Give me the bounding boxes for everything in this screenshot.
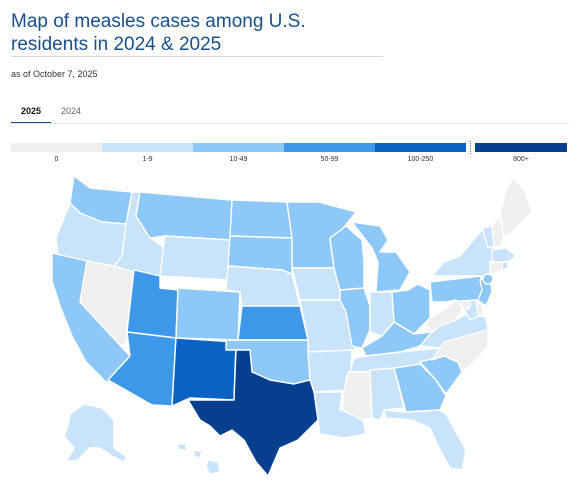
year-tabs: 2025 2024 — [11, 104, 569, 124]
state-wv[interactable] — [425, 299, 465, 333]
state-hi-2[interactable] — [193, 449, 203, 459]
state-la[interactable] — [313, 391, 367, 439]
state-pa[interactable] — [429, 275, 485, 303]
state-ri[interactable] — [501, 261, 509, 271]
state-co[interactable] — [175, 287, 241, 341]
state-hi-1[interactable] — [177, 443, 187, 451]
state-ar[interactable] — [307, 349, 353, 393]
state-nd[interactable] — [229, 199, 293, 239]
state-mt[interactable] — [135, 191, 233, 241]
tabs-divider — [11, 123, 569, 124]
state-ak[interactable] — [63, 403, 127, 463]
dc-marker[interactable] — [460, 299, 472, 311]
state-wi[interactable] — [329, 225, 365, 291]
state-ma[interactable] — [491, 247, 517, 263]
state-wy[interactable] — [159, 235, 231, 281]
state-ut[interactable] — [126, 269, 179, 339]
tab-2024[interactable]: 2024 — [60, 106, 82, 116]
as-of-date: as of October 7, 2025 — [11, 69, 98, 79]
state-ks[interactable] — [237, 305, 309, 341]
state-ct[interactable] — [489, 261, 503, 275]
title-divider — [11, 56, 383, 57]
state-mi[interactable] — [351, 221, 411, 293]
state-me[interactable] — [499, 177, 533, 237]
state-hi-3[interactable] — [205, 459, 221, 475]
state-tx[interactable] — [187, 349, 319, 477]
states-layer — [51, 175, 533, 477]
nyc-marker[interactable] — [482, 273, 494, 285]
state-fl[interactable] — [383, 409, 467, 471]
page-title: Map of measles cases among U.S. resident… — [11, 11, 306, 55]
state-ms[interactable] — [341, 371, 373, 421]
